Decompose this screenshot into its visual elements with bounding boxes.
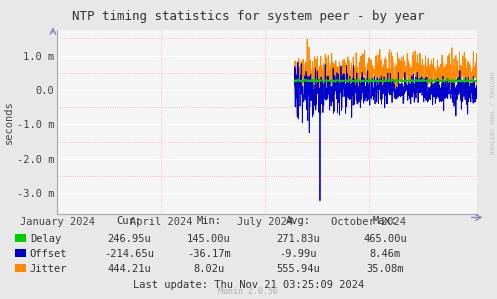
Text: Jitter: Jitter — [30, 264, 67, 274]
Text: 145.00u: 145.00u — [187, 234, 231, 244]
Text: RRDTOOL / TOBI OETIKER: RRDTOOL / TOBI OETIKER — [489, 72, 494, 155]
Text: Offset: Offset — [30, 249, 67, 259]
Text: Cur:: Cur: — [117, 216, 142, 226]
Text: 555.94u: 555.94u — [276, 264, 320, 274]
Text: Delay: Delay — [30, 234, 61, 244]
Text: Avg:: Avg: — [286, 216, 311, 226]
Text: Max:: Max: — [373, 216, 398, 226]
Text: 246.95u: 246.95u — [107, 234, 151, 244]
Text: Munin 2.0.56: Munin 2.0.56 — [219, 287, 278, 296]
Text: 465.00u: 465.00u — [363, 234, 407, 244]
Text: -214.65u: -214.65u — [104, 249, 154, 259]
Text: NTP timing statistics for system peer - by year: NTP timing statistics for system peer - … — [72, 10, 425, 23]
Text: 271.83u: 271.83u — [276, 234, 320, 244]
Text: Last update: Thu Nov 21 03:25:09 2024: Last update: Thu Nov 21 03:25:09 2024 — [133, 280, 364, 290]
Y-axis label: seconds: seconds — [4, 100, 14, 144]
Text: Min:: Min: — [196, 216, 221, 226]
Text: 444.21u: 444.21u — [107, 264, 151, 274]
Text: -36.17m: -36.17m — [187, 249, 231, 259]
Text: 8.46m: 8.46m — [370, 249, 401, 259]
Text: -9.99u: -9.99u — [279, 249, 317, 259]
Text: 35.08m: 35.08m — [366, 264, 404, 274]
Text: 8.02u: 8.02u — [193, 264, 224, 274]
